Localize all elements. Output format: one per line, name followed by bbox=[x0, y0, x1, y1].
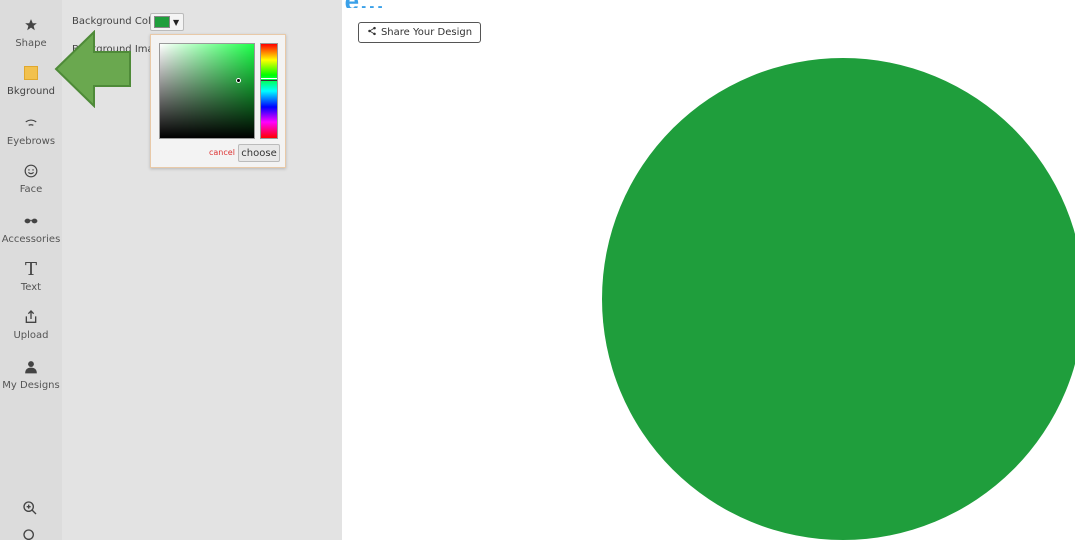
star-icon bbox=[24, 14, 38, 36]
upload-icon bbox=[23, 306, 39, 328]
cancel-link[interactable]: cancel bbox=[209, 148, 235, 157]
saturation-value-area[interactable] bbox=[159, 43, 255, 139]
background-image-label: Background Image bbox=[72, 44, 167, 55]
chevron-down-icon: ▼ bbox=[173, 17, 180, 27]
zoom-in-icon[interactable] bbox=[22, 500, 40, 518]
annotation-arrow bbox=[54, 30, 131, 108]
user-icon bbox=[24, 356, 38, 378]
text-icon: T bbox=[24, 258, 37, 280]
smiley-icon bbox=[24, 160, 38, 182]
sidebar-item-bkground[interactable]: Bkground bbox=[0, 62, 62, 106]
color-swatch bbox=[154, 16, 170, 28]
background-icon bbox=[24, 62, 38, 84]
color-selector-handle[interactable] bbox=[236, 78, 241, 83]
sidebar-item-label: My Designs bbox=[2, 380, 60, 391]
sidebar-item-label: Bkground bbox=[6, 86, 56, 97]
background-color-label: Background Color bbox=[72, 16, 161, 27]
sidebar-item-label: Upload bbox=[13, 330, 49, 341]
sidebar-item-label: Shape bbox=[15, 38, 47, 49]
sidebar-item-label: Face bbox=[19, 184, 43, 195]
hue-slider[interactable] bbox=[260, 43, 278, 139]
share-icon bbox=[367, 26, 377, 39]
share-design-button[interactable]: Share Your Design bbox=[358, 22, 481, 43]
eyebrow-icon bbox=[24, 112, 38, 134]
choose-button[interactable]: choose bbox=[238, 144, 280, 162]
sidebar-item-label: Accessories bbox=[1, 234, 61, 245]
sidebar-item-my-designs[interactable]: My Designs bbox=[0, 356, 62, 400]
background-color-dropdown[interactable]: ▼ bbox=[150, 13, 184, 31]
sunglasses-icon bbox=[24, 210, 38, 232]
sidebar-item-label: Text bbox=[20, 282, 42, 293]
sidebar-item-accessories[interactable]: Accessories bbox=[0, 210, 62, 254]
tool-sidebar: Shape Bkground Eyebrows Face Accessories… bbox=[0, 0, 62, 540]
zoom-out-icon[interactable] bbox=[22, 528, 40, 540]
sidebar-item-text[interactable]: T Text bbox=[0, 258, 62, 302]
share-button-label: Share Your Design bbox=[380, 27, 473, 38]
sidebar-item-face[interactable]: Face bbox=[0, 160, 62, 204]
color-picker-popup: cancel choose bbox=[150, 34, 286, 168]
design-canvas-circle[interactable] bbox=[602, 58, 1075, 540]
sidebar-item-shape[interactable]: Shape bbox=[0, 14, 62, 58]
sidebar-item-label: Eyebrows bbox=[6, 136, 56, 147]
sidebar-item-upload[interactable]: Upload bbox=[0, 306, 62, 350]
sidebar-item-eyebrows[interactable]: Eyebrows bbox=[0, 112, 62, 156]
hue-slider-handle[interactable] bbox=[261, 78, 277, 81]
